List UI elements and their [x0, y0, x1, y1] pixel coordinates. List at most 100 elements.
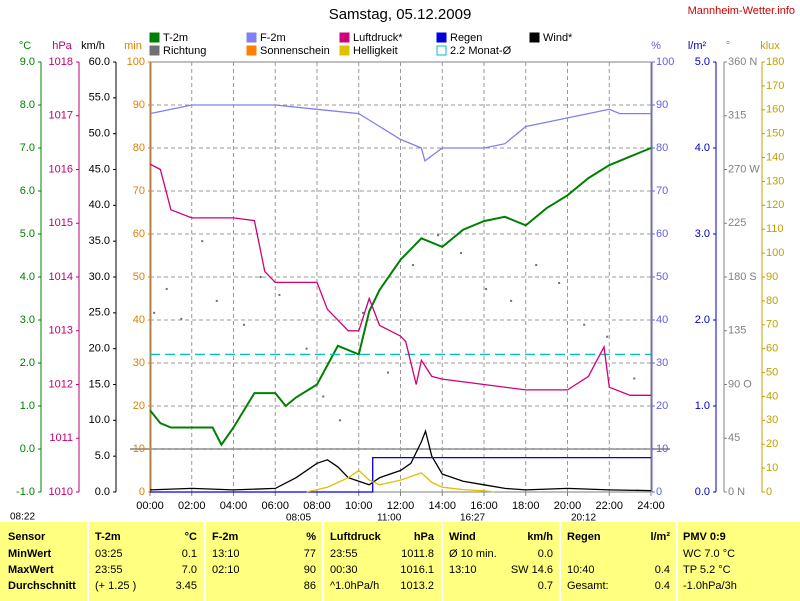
y-tick-label: 90 — [133, 99, 145, 111]
series-line — [149, 104, 651, 162]
series-line — [306, 469, 495, 493]
table-cell: MaxWert — [8, 564, 54, 576]
y-tick-label: 100 — [766, 247, 784, 259]
x-tick-label: 02:00 — [178, 500, 206, 512]
x-tick-label: 08:00 — [303, 500, 331, 512]
x-tick-label: 20:00 — [554, 500, 582, 512]
y-tick-label: 30 — [766, 414, 778, 426]
y-tick-label: 9.0 — [20, 56, 35, 68]
point — [165, 287, 168, 290]
y-tick-label: 90 O — [728, 378, 752, 390]
table-cell: PMV 0:9 — [683, 531, 726, 543]
legend-swatch — [246, 45, 257, 56]
y-tick-label: 1013 — [49, 325, 73, 337]
table-cell: SW 14.6 — [511, 564, 553, 576]
y-tick-label: 30 — [133, 357, 145, 369]
y-tick-label: 15.0 — [89, 378, 110, 390]
y-tick-label: 40 — [766, 390, 778, 402]
point — [535, 264, 538, 267]
time-marker: 16:27 — [460, 513, 485, 524]
legend-label: Sonnenschein — [260, 45, 330, 57]
table-cell: 7.0 — [182, 564, 197, 576]
point — [583, 323, 586, 326]
y-tick-label: 30.0 — [89, 271, 110, 283]
table-cell: hPa — [414, 531, 435, 543]
y-tick-label: 8.0 — [20, 99, 35, 111]
legend-label: T-2m — [163, 32, 188, 44]
legend-swatch — [246, 32, 257, 43]
table-cell: 1013.2 — [400, 580, 434, 592]
y-tick-label: 60 — [656, 228, 668, 240]
y-tick-label: 4.0 — [20, 271, 35, 283]
y-tick-label: 2.0 — [20, 357, 35, 369]
point — [386, 371, 389, 374]
y-tick-label: 0.0 — [95, 486, 110, 498]
x-tick-label: 22:00 — [595, 500, 623, 512]
legend-swatch — [149, 45, 160, 56]
y-tick-label: 130 — [766, 175, 784, 187]
table-cell: 1011.8 — [401, 548, 434, 560]
legend-label: Regen — [450, 32, 482, 44]
point — [633, 377, 636, 380]
table-cell: Luftdruck — [330, 531, 382, 543]
y-tick-label: 110 — [766, 223, 784, 235]
y-tick-label: 60 — [133, 228, 145, 240]
y-tick-label: 70 — [133, 185, 145, 197]
series-line — [149, 163, 651, 396]
table-cell: (+ 1.25 ) — [95, 580, 136, 592]
axis-unit: % — [651, 40, 661, 52]
legend-label: Wind* — [543, 32, 573, 44]
series-line — [149, 428, 652, 492]
table-cell: Gesamt: — [567, 580, 609, 592]
y-tick-label: 1014 — [49, 271, 73, 283]
legend-swatch — [529, 32, 540, 43]
x-tick-label: 24:00 — [637, 500, 665, 512]
table-cell: 86 — [304, 580, 316, 592]
y-tick-label: 35.0 — [89, 235, 110, 247]
y-tick-label: 140 — [766, 151, 784, 163]
time-marker: 08:22 — [10, 512, 35, 523]
table-background — [0, 522, 800, 601]
y-tick-label: 7.0 — [20, 142, 35, 154]
y-tick-label: 50 — [656, 271, 668, 283]
y-tick-label: 0 — [766, 486, 772, 498]
point — [305, 347, 308, 350]
table-cell: 1016.1 — [400, 564, 434, 576]
y-tick-label: 135 — [728, 325, 746, 337]
y-tick-label: 0.0 — [695, 486, 710, 498]
legend-label: Richtung — [163, 45, 206, 57]
table-cell: °C — [185, 531, 197, 543]
y-tick-label: 1.0 — [20, 400, 35, 412]
y-tick-label: 150 — [766, 128, 784, 140]
y-tick-label: 20 — [766, 438, 778, 450]
summary-table: Sensor T-2m °C F-2m% Luftdruck hPa Wind km/h Reg… — [8, 522, 737, 601]
point — [215, 299, 218, 302]
legend-swatch — [339, 32, 350, 43]
legend-swatch — [436, 32, 447, 43]
y-tick-label: 0 N — [728, 486, 745, 498]
y-tick-label: 270 W — [728, 163, 760, 175]
y-tick-label: 10 — [656, 443, 668, 455]
y-tick-label: 100 — [656, 56, 674, 68]
table-cell: 02:10 — [212, 564, 240, 576]
x-tick-label: 14:00 — [428, 500, 456, 512]
y-tick-label: 225 — [728, 217, 746, 229]
y-tick-label: 80 — [133, 142, 145, 154]
y-tick-label: 55.0 — [89, 92, 110, 104]
table-cell: 3.45 — [176, 580, 197, 592]
y-tick-label: 5.0 — [20, 228, 35, 240]
point — [153, 311, 156, 314]
table-cell: Ø 10 min. — [449, 548, 497, 560]
table-cell: 00:30 — [330, 564, 358, 576]
y-tick-label: 1012 — [49, 378, 73, 390]
y-tick-label: 315 — [728, 110, 746, 122]
table-cell: 23:55 — [330, 548, 358, 560]
table-cell: 10:40 — [567, 564, 595, 576]
point — [242, 323, 245, 326]
legend-swatch — [339, 45, 350, 56]
y-tick-label: 70 — [656, 185, 668, 197]
y-tick-label: 45 — [728, 432, 740, 444]
y-tick-label: 1011 — [49, 432, 73, 444]
point — [322, 395, 325, 398]
